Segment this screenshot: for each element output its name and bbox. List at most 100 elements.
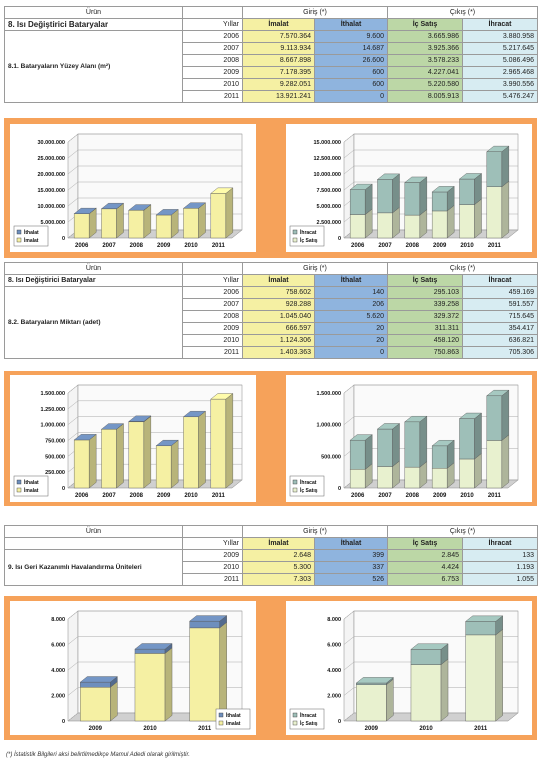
year-cell: 2007 — [182, 298, 243, 311]
imalat-header: İmalat — [242, 537, 315, 550]
table-row: 8.1. Bataryaların Yüzey Alanı (m²) 2006 … — [4, 30, 538, 103]
bar-front — [465, 634, 496, 722]
chart-band-2: 0 250.000 500.000 750.000 1.000.000 1.250.000… — [4, 371, 537, 506]
y-tick-label: 30.000.000 — [37, 140, 65, 146]
bar-front — [377, 179, 393, 214]
bar-front — [486, 395, 503, 441]
bar-top — [134, 643, 173, 650]
gridline — [67, 712, 242, 722]
urun-header: Ürün — [4, 525, 183, 538]
bar-front — [349, 214, 366, 239]
bar-top — [349, 434, 373, 441]
year-cell: 2007 — [182, 42, 243, 55]
bar-front — [465, 621, 496, 636]
bar-top — [486, 145, 510, 152]
table-section-3: Ürün Giriş (*) Çıkış (*) Yıllar İmalat İ… — [4, 525, 538, 586]
y-tick-label: 8.000 — [327, 617, 341, 623]
legend-swatch — [218, 712, 224, 718]
legend-label: İmalat — [24, 487, 39, 494]
bar-front — [189, 620, 220, 629]
gridline — [343, 636, 518, 645]
y-tick-label: 0 — [338, 719, 341, 725]
imalat-header: İmalat — [242, 18, 315, 31]
bar-top — [486, 389, 510, 396]
bar-front — [404, 421, 421, 468]
gridline — [343, 610, 518, 620]
bar-front — [410, 649, 442, 665]
legend-label: İhracat — [300, 229, 317, 236]
imalat-cell: 7.303 — [242, 573, 315, 586]
bar-front — [134, 648, 166, 654]
bar-front — [459, 418, 475, 460]
bar-front — [377, 428, 393, 467]
bar-top — [189, 615, 228, 622]
ihracat-cell: 591.557 — [462, 298, 538, 311]
bar-side — [225, 187, 234, 239]
x-tick-label: 2011 — [198, 726, 212, 732]
legend-swatch — [292, 229, 298, 235]
ithalat-cell: 206 — [314, 298, 388, 311]
y-tick-label: 15.000.000 — [313, 140, 341, 146]
legend-swatch — [218, 720, 224, 726]
x-tick-label: 2007 — [102, 493, 116, 499]
x-tick-label: 2010 — [184, 493, 198, 499]
bar-front — [349, 440, 366, 470]
bar-top — [73, 434, 97, 441]
y-tick-label: 1.000.000 — [317, 423, 341, 429]
table-row: 9. Isı Geri Kazanımlı Havalandırma Ünite… — [4, 549, 538, 586]
bar-side — [474, 452, 482, 489]
legend-box — [13, 475, 49, 497]
y-tick-label: 8.000 — [51, 617, 65, 623]
bar-top — [458, 412, 483, 419]
bar-top — [210, 393, 234, 400]
x-tick-label: 2009 — [433, 493, 447, 499]
legend-label: İç Satış — [300, 237, 318, 244]
bar-front — [101, 429, 117, 489]
x-tick-label: 2007 — [102, 243, 116, 249]
bar-side — [440, 658, 449, 722]
bar-top — [404, 416, 428, 423]
bar-front — [404, 466, 421, 489]
legend-label: İhracat — [300, 712, 317, 719]
bar-side — [219, 621, 227, 722]
bar-front — [377, 466, 393, 489]
bar-side — [501, 389, 510, 441]
ihracat-cell: 636.821 — [462, 334, 538, 347]
bar-side — [164, 647, 173, 722]
ihracat-cell: 5.086.496 — [462, 54, 538, 67]
y-tick-label: 2.000 — [51, 694, 65, 700]
gridline — [67, 181, 242, 191]
gridline — [67, 661, 242, 671]
y-tick-label: 0 — [338, 486, 341, 492]
bar-top — [128, 204, 152, 211]
bar-front — [404, 214, 421, 239]
bar-side — [198, 202, 206, 239]
bar-top — [155, 439, 179, 446]
gridline — [343, 687, 518, 696]
bar-front — [459, 458, 475, 489]
y-tick-label: 7.500.000 — [317, 188, 341, 194]
icsatis-cell: 750.863 — [387, 346, 463, 359]
bar-side — [501, 145, 510, 188]
x-tick-label: 2007 — [378, 243, 392, 249]
y-tick-label: 0 — [62, 719, 65, 725]
giris-header: Giriş (*) — [242, 262, 388, 275]
chart-imalat-ithalat-units: 0 2.000 4.000 6.000 8.000 2009 2010 2011 İthalat… — [51, 610, 251, 732]
bar-front — [486, 186, 503, 239]
bar-top — [79, 676, 118, 683]
year-cell: 2010 — [182, 334, 243, 347]
ithalat-cell: 600 — [314, 66, 388, 79]
icsatis-cell: 3.665.986 — [387, 30, 463, 43]
ithalat-cell: 20 — [314, 322, 388, 335]
bar-front — [210, 193, 227, 239]
icsatis-cell: 3.578.233 — [387, 54, 463, 67]
chart-panel-6: 0 2.000 4.000 6.000 8.000 2009 2010 2011 İhracat… — [286, 601, 532, 735]
chart-panel-1: 0 5.000.000 10.000.000 15.000.000 20.000.000… — [10, 124, 256, 252]
urun-header: Ürün — [4, 6, 183, 19]
year-cell: 2009 — [182, 549, 243, 562]
imalat-cell: 758.602 — [242, 286, 315, 299]
gridline — [343, 384, 518, 394]
imalat-cell: 7.178.395 — [242, 66, 315, 79]
chart-icsatis-ihracat-units: 0 2.000 4.000 6.000 8.000 2009 2010 2011 İhracat… — [289, 610, 519, 732]
y-tick-label: 20.000.000 — [37, 172, 65, 178]
